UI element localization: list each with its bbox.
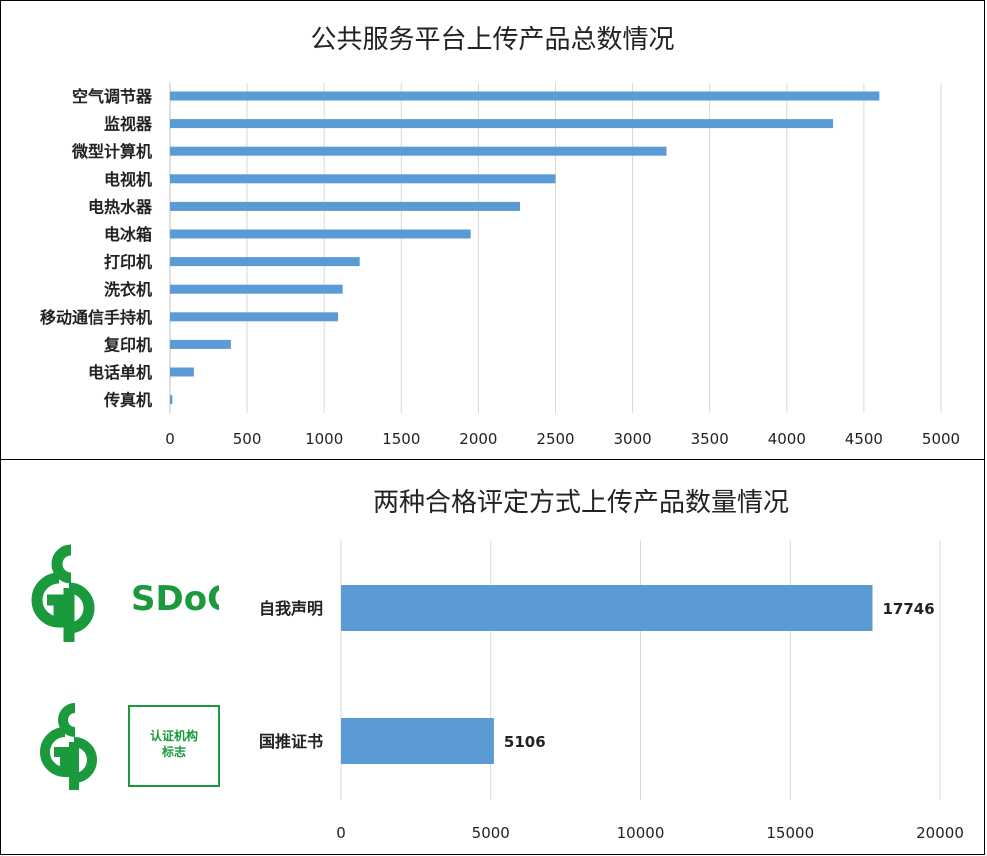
top-bar: [170, 395, 173, 405]
top-bar: [170, 229, 471, 239]
bottom-data-label: 5106: [504, 733, 546, 751]
bottom-chart-plot: 0 5000 10000 15000 20000 自我声明 17746 国推证书 5106: [259, 540, 964, 842]
top-category-label: 传真机: [103, 391, 152, 410]
top-bar: [170, 174, 556, 184]
top-category-label: 洗衣机: [104, 280, 152, 299]
top-x-tick-label: 1000: [305, 430, 343, 448]
cert-box-line1: 认证机构: [150, 728, 198, 743]
ccc-sdoc-logo: SDoC: [31, 544, 219, 642]
top-category-label: 电话单机: [88, 363, 152, 382]
bottom-category-label: 国推证书: [259, 732, 323, 751]
top-bar: [170, 312, 339, 322]
sdoc-logo-text: SDoC: [131, 579, 219, 619]
top-category-label: 移动通信手持机: [40, 308, 152, 327]
bottom-chart-panel: 两种合格评定方式上传产品数量情况 0 5000 10000 15000 20000 自我声…: [0, 459, 985, 855]
top-x-tick-label: 5000: [922, 430, 960, 448]
cert-mark-box: [128, 705, 220, 787]
bottom-x-tick-label: 10000: [617, 824, 665, 842]
top-x-tick-label: 1500: [382, 430, 420, 448]
cert-box-line2: 标志: [161, 744, 186, 759]
top-chart-plot: 0 500 1000 1500 2000 2500 3000 3500 4000 4500 5000…: [40, 83, 960, 448]
bottom-data-label: 17746: [882, 600, 934, 618]
top-bar: [170, 339, 231, 349]
top-x-tick-label: 4500: [845, 430, 883, 448]
top-category-label: 电冰箱: [104, 225, 152, 244]
top-x-tick-label: 3500: [691, 430, 729, 448]
top-x-tick-label: 3000: [614, 430, 652, 448]
bottom-x-tick-label: 5000: [472, 824, 510, 842]
top-bar: [170, 367, 194, 377]
top-category-label: 复印机: [103, 335, 152, 354]
top-bar: [170, 146, 667, 156]
bottom-x-tick-label: 20000: [916, 824, 964, 842]
top-x-tick-label: 4000: [768, 430, 806, 448]
top-bar: [170, 201, 521, 211]
bottom-chart-title: 两种合格评定方式上传产品数量情况: [373, 488, 790, 518]
top-category-label: 监视器: [104, 115, 153, 134]
top-category-label: 微型计算机: [71, 142, 152, 161]
ccc-cert-logo: 认证机构 标志: [40, 703, 220, 790]
bottom-x-tick-label: 15000: [766, 824, 814, 842]
top-category-label: 打印机: [104, 253, 152, 272]
top-bar: [170, 257, 360, 267]
bottom-bar: [341, 718, 494, 764]
bottom-category-label: 自我声明: [259, 599, 323, 618]
top-bar: [170, 119, 834, 129]
top-bar: [170, 284, 343, 294]
top-category-label: 空气调节器: [72, 87, 153, 106]
top-chart-title: 公共服务平台上传产品总数情况: [310, 25, 675, 55]
top-x-tick-label: 500: [233, 430, 262, 448]
top-chart-panel: 公共服务平台上传产品总数情况 0 500 1000 1500 2000 2500 3000 3…: [0, 0, 985, 460]
bottom-x-tick-label: 0: [336, 824, 346, 842]
top-category-label: 电热水器: [88, 197, 153, 216]
bottom-bar: [341, 585, 873, 631]
top-bar: [170, 91, 880, 101]
top-x-tick-label: 2500: [536, 430, 574, 448]
top-x-tick-label: 0: [165, 430, 175, 448]
top-category-label: 电视机: [104, 170, 152, 189]
top-x-tick-label: 2000: [459, 430, 497, 448]
